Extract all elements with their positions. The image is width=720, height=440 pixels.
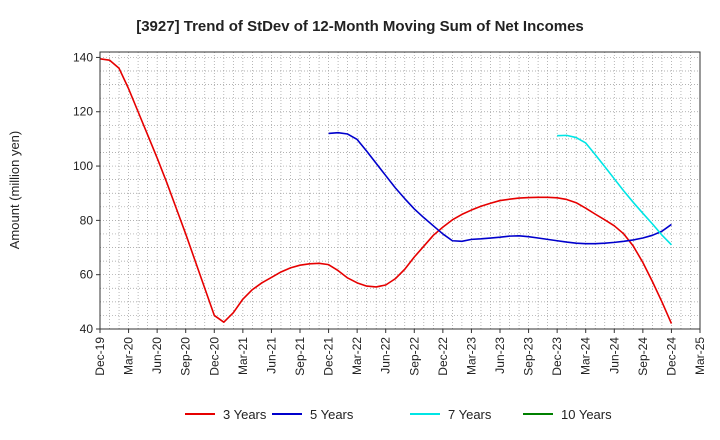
y-tick-label: 60 xyxy=(80,268,94,282)
y-tick-label: 40 xyxy=(80,322,94,336)
x-tick-label: Mar-25 xyxy=(693,337,707,375)
x-tick-label: Dec-21 xyxy=(322,337,336,376)
x-tick-label: Mar-21 xyxy=(236,337,250,375)
x-tick-label: Dec-24 xyxy=(664,337,678,376)
x-tick-label: Jun-24 xyxy=(607,337,621,374)
y-tick-label: 120 xyxy=(73,105,93,119)
plot-area xyxy=(100,52,700,329)
legend-item: 7 Years xyxy=(410,407,492,422)
y-tick-label: 80 xyxy=(80,213,94,227)
x-tick-label: Dec-19 xyxy=(93,337,107,376)
x-tick-label: Sep-24 xyxy=(636,337,650,376)
x-tick-label: Jun-22 xyxy=(379,337,393,374)
legend-label: 7 Years xyxy=(448,407,492,422)
chart-title: [3927] Trend of StDev of 12-Month Moving… xyxy=(136,18,584,35)
x-tick-label: Mar-23 xyxy=(464,337,478,375)
x-tick-label: Sep-21 xyxy=(293,337,307,376)
x-tick-label: Mar-24 xyxy=(579,337,593,375)
x-tick-label: Sep-20 xyxy=(179,337,193,376)
x-tick-label: Mar-22 xyxy=(350,337,364,375)
y-tick-label: 100 xyxy=(73,159,93,173)
series-line-1 xyxy=(99,57,673,324)
series-line-2 xyxy=(328,131,672,245)
x-tick-label: Mar-20 xyxy=(122,337,136,375)
series-line-3 xyxy=(557,134,673,246)
y-axis-label: Amount (million yen) xyxy=(7,131,22,250)
x-tick-label: Sep-22 xyxy=(407,337,421,376)
x-tick-label: Dec-22 xyxy=(436,337,450,376)
legend-item: 5 Years xyxy=(272,407,354,422)
x-tick-label: Jun-23 xyxy=(493,337,507,374)
legend: 3 Years 5 Years 7 Years 10 Years xyxy=(185,407,612,422)
x-tick-label: Jun-20 xyxy=(150,337,164,374)
axes: 40 60 80 100 120 140 Dec-19 Mar-20 Jun-20 Sep-20 D… xyxy=(73,50,707,375)
legend-label: 5 Years xyxy=(310,407,354,422)
legend-item: 3 Years xyxy=(185,407,267,422)
legend-label: 3 Years xyxy=(223,407,267,422)
legend-item: 10 Years xyxy=(523,407,612,422)
x-tick-label: Dec-20 xyxy=(207,337,221,376)
x-tick-label: Dec-23 xyxy=(550,337,564,376)
y-tick-label: 140 xyxy=(73,50,93,64)
legend-label: 10 Years xyxy=(561,407,612,422)
x-tick-label: Sep-23 xyxy=(522,337,536,376)
series-lines xyxy=(99,57,673,324)
plot-frame xyxy=(99,51,701,330)
x-tick-label: Jun-21 xyxy=(264,337,278,374)
